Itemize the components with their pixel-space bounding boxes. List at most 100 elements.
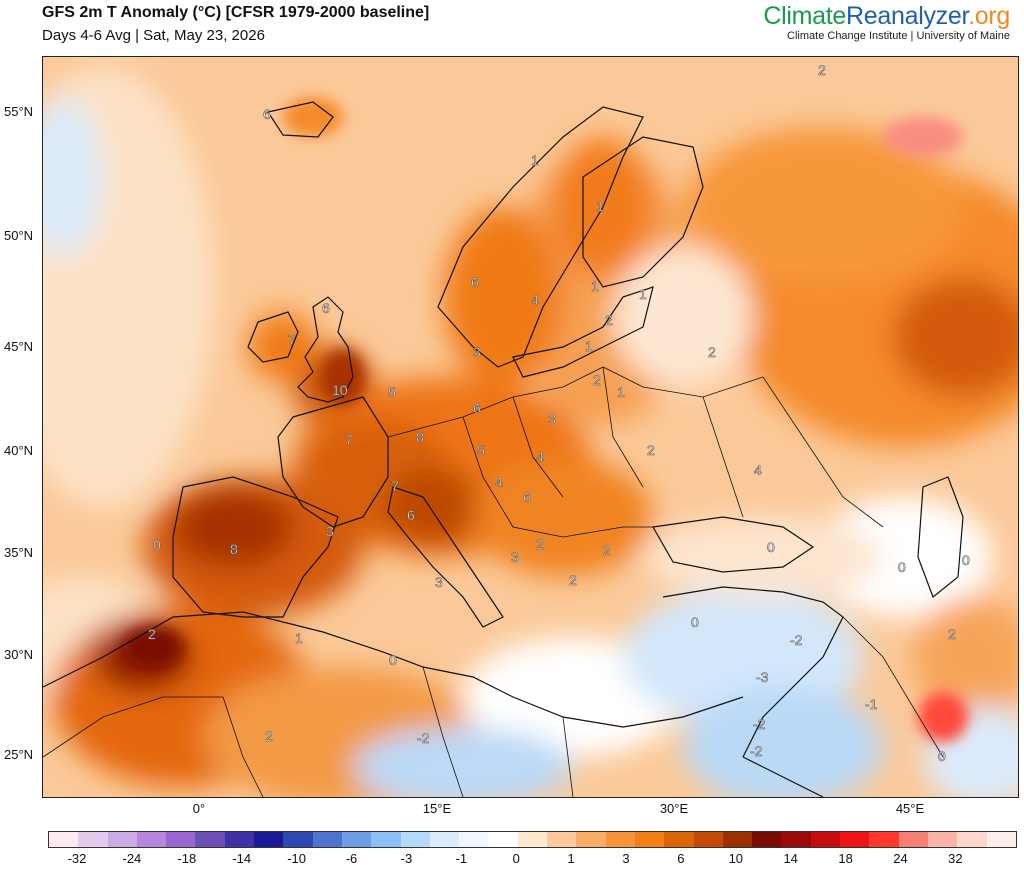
- colorbar-tick-label: -14: [232, 851, 252, 866]
- colorbar-cell: [664, 832, 694, 847]
- contour-label: 0: [938, 748, 946, 764]
- colorbar-tick-label: -6: [345, 851, 358, 866]
- colorbar-cell: [547, 832, 577, 847]
- lat-label: 40°N: [4, 443, 34, 458]
- contour-label: 6: [471, 274, 479, 290]
- colorbar-cell: [49, 832, 79, 847]
- brand-name: ClimateReanalyzer.org: [763, 2, 1010, 30]
- contour-label: 1: [617, 384, 625, 400]
- contour-label: 2: [948, 626, 956, 642]
- colorbar-cell: [693, 832, 723, 847]
- contour-label: 0: [153, 537, 161, 553]
- contour-label: 4: [536, 449, 544, 465]
- colorbar-tick-label: 3: [622, 851, 630, 866]
- lat-label: 25°N: [4, 747, 34, 762]
- colorbar-tick-label: -3: [400, 851, 413, 866]
- contour-label: 4: [495, 474, 503, 490]
- brand-logo[interactable]: ClimateReanalyzer.org Climate Change Ins…: [763, 2, 1010, 42]
- anomaly-detail: [123, 97, 968, 742]
- colorbar-cell: [752, 832, 782, 847]
- contour-label: 4: [754, 462, 762, 478]
- map-subtitle: Days 4-6 Avg | Sat, May 23, 2026: [42, 27, 265, 44]
- contour-label: 2: [818, 62, 826, 78]
- contour-label: 0: [767, 539, 775, 555]
- lat-label: 30°N: [4, 647, 34, 662]
- colorbar-cell: [986, 832, 1016, 847]
- colorbar-cell: [341, 832, 372, 847]
- brand-subtitle: Climate Change Institute | University of…: [787, 30, 1010, 42]
- contour-label: 6: [322, 300, 330, 316]
- contour-label: -2: [750, 743, 763, 759]
- contour-label: 5: [388, 384, 396, 400]
- contour-label: 0: [898, 559, 906, 575]
- contour-label: 2: [708, 344, 716, 360]
- contour-label: 3: [473, 344, 481, 360]
- map-title: GFS 2m T Anomaly (°C) [CFSR 1979-2000 ba…: [42, 4, 430, 21]
- colorbar-cell: [429, 832, 460, 847]
- colorbar-tick-label: 10: [728, 851, 744, 866]
- contour-label: 1: [596, 198, 604, 214]
- contour-label: 2: [647, 442, 655, 458]
- colorbar-cell: [224, 832, 255, 847]
- colorbar-cell: [781, 832, 811, 847]
- colorbar-cell: [605, 832, 635, 847]
- contour-label: 4: [531, 292, 539, 308]
- colorbar-cell: [869, 832, 899, 847]
- contour-label: 8: [230, 541, 238, 557]
- contour-label: 2: [148, 626, 156, 642]
- colorbar-cell: [254, 832, 284, 847]
- contour-label: 2: [605, 312, 613, 328]
- contour-labels: 2 6 1 1 6 4 1 1 6 7 2 1 2 10 5 6 3 2 1 7…: [148, 62, 971, 765]
- contour-label: 7: [345, 432, 353, 448]
- colorbar-cell: [195, 832, 225, 847]
- colorbar-cell: [400, 832, 430, 847]
- contour-label: 1: [295, 630, 303, 646]
- anomaly-field: [43, 67, 1018, 797]
- contour-label: 0: [691, 614, 699, 630]
- contour-label: 0: [389, 652, 397, 668]
- map-panel: 2 6 1 1 6 4 1 1 6 7 2 1 2 10 5 6 3 2 1 7…: [42, 56, 1019, 798]
- colorbar-cell: [722, 832, 753, 847]
- lat-label: 55°N: [4, 104, 34, 119]
- contour-label: 2: [265, 728, 273, 744]
- lat-label: 35°N: [4, 545, 34, 560]
- colorbar: [48, 831, 1017, 848]
- colorbar-cell: [488, 832, 518, 847]
- contour-label: 3: [326, 523, 334, 539]
- lon-label: 0°: [192, 801, 206, 816]
- colorbar-cell: [283, 832, 313, 847]
- colorbar-tick-label: 14: [783, 851, 798, 866]
- lon-label: 30°E: [659, 801, 689, 816]
- contour-label: 1: [585, 338, 593, 354]
- contour-label: -1: [865, 696, 878, 712]
- contour-label: 1: [591, 278, 599, 294]
- colorbar-cell: [634, 832, 665, 847]
- contour-label: 6: [407, 507, 415, 523]
- contour-label: -2: [417, 730, 430, 746]
- contour-label: 10: [332, 382, 348, 398]
- colorbar-tick-label: -24: [122, 851, 142, 866]
- colorbar-cell: [810, 832, 841, 847]
- colorbar-cell: [166, 832, 196, 847]
- contour-label: 7: [391, 478, 399, 494]
- contour-label: 1: [531, 152, 539, 168]
- contour-label: 3: [435, 574, 443, 590]
- colorbar-cell: [517, 832, 548, 847]
- contour-label: 0: [962, 552, 970, 568]
- map-canvas: 2 6 1 1 6 4 1 1 6 7 2 1 2 10 5 6 3 2 1 7…: [43, 57, 1018, 797]
- lon-label: 45°E: [895, 801, 925, 816]
- colorbar-tick-label: 0: [512, 851, 520, 866]
- contour-label: 6: [473, 400, 481, 416]
- colorbar-cell: [957, 832, 987, 847]
- colorbar-cell: [107, 832, 137, 847]
- contour-label: 2: [569, 572, 577, 588]
- contour-label: 7: [288, 332, 296, 348]
- contour-label: 3: [511, 549, 519, 565]
- colorbar-cell: [78, 832, 108, 847]
- contour-label: 6: [263, 106, 271, 122]
- lat-label: 45°N: [4, 339, 34, 354]
- colorbar-tick-label: 18: [838, 851, 853, 866]
- colorbar-tick-label: 6: [677, 851, 685, 866]
- contour-label: 6: [523, 489, 531, 505]
- contour-label: 1: [639, 286, 647, 302]
